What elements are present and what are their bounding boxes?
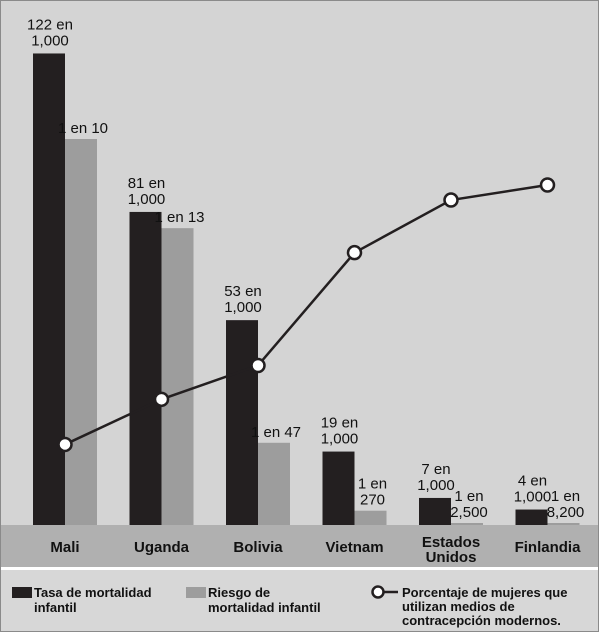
bar-risk-5 xyxy=(547,523,580,525)
label-risk-2: 1 en 47 xyxy=(251,424,301,441)
label-mortality-4: 7 en 1,000 xyxy=(417,461,455,494)
line-point-2 xyxy=(250,357,266,374)
line-point-4 xyxy=(443,192,459,208)
category-band xyxy=(0,525,599,567)
label-mortality-0: 122 en 1,000 xyxy=(27,16,73,49)
plot-background xyxy=(0,0,599,525)
label-mortality-2: 53 en 1,000 xyxy=(224,283,262,316)
label-risk-4: 1 en 2,500 xyxy=(450,488,488,521)
legend-marker-contraception xyxy=(371,585,385,599)
bar-mortality-2 xyxy=(226,320,258,525)
category-label-2: Bolivia xyxy=(233,539,283,556)
bar-risk-4 xyxy=(451,523,483,525)
legend-label-contraception: Porcentaje de mujeres que utilizan medios… xyxy=(402,585,567,628)
line-point-0 xyxy=(57,436,73,453)
contraception-line xyxy=(64,183,548,446)
category-label-4: Estados Unidos xyxy=(422,534,480,566)
bar-mortality-1 xyxy=(129,211,162,525)
label-risk-5: 1 en 8,200 xyxy=(547,488,585,521)
legend-label-risk: Riesgo de mortalidad infantil xyxy=(208,585,321,615)
category-label-1: Uganda xyxy=(134,539,190,556)
bar-mortality-3 xyxy=(322,451,355,525)
bar-mortality-4 xyxy=(419,497,451,525)
legend-swatch-mortality xyxy=(12,587,32,598)
bar-risk-1 xyxy=(161,228,194,525)
category-label-5: Finlandia xyxy=(515,539,581,556)
label-risk-3: 1 en 270 xyxy=(358,476,387,509)
legend-swatch-risk xyxy=(186,587,206,598)
bar-risk-2 xyxy=(258,442,290,525)
label-mortality-3: 19 en 1,000 xyxy=(321,415,359,448)
bar-risk-0 xyxy=(65,139,97,525)
category-label-0: Mali xyxy=(50,539,79,556)
legend-label-mortality: Tasa de mortalidad infantil xyxy=(34,585,152,615)
legend-background xyxy=(0,570,599,632)
label-mortality-5: 4 en 1,000 xyxy=(514,473,552,506)
label-risk-0: 1 en 10 xyxy=(58,120,108,137)
line-point-3 xyxy=(346,244,363,261)
bar-risk-3 xyxy=(354,510,387,525)
line-point-5 xyxy=(539,177,556,193)
line-point-1 xyxy=(153,391,170,408)
category-label-3: Vietnam xyxy=(325,539,383,556)
bar-mortality-5 xyxy=(515,509,548,525)
label-risk-1: 1 en 13 xyxy=(154,209,204,226)
label-mortality-1: 81 en 1,000 xyxy=(128,175,166,208)
